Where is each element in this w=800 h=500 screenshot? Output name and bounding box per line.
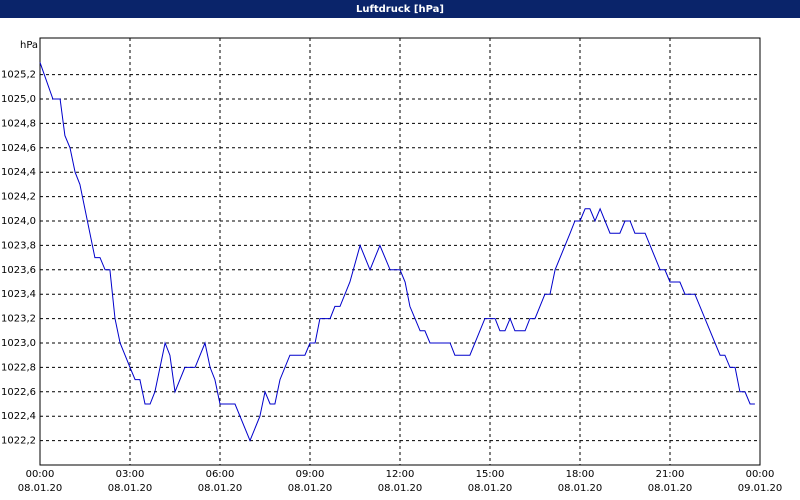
x-tick-date: 08.01.20 (378, 483, 423, 494)
x-tick-date: 08.01.20 (288, 483, 333, 494)
x-tick-date: 08.01.20 (558, 483, 603, 494)
y-tick-label: 1022,2 (1, 436, 36, 447)
x-tick-date: 08.01.20 (108, 483, 153, 494)
y-tick-label: 1024,2 (1, 192, 36, 203)
y-tick-label: 1024,0 (1, 216, 36, 227)
y-tick-label: 1023,6 (1, 265, 36, 276)
line (39, 62, 755, 442)
x-tick-label: 21:00 (656, 469, 685, 480)
x-tick-date: 09.01.20 (738, 483, 783, 494)
y-tick-label: 1024,8 (1, 118, 36, 129)
y-tick-label: 1023,8 (1, 240, 36, 251)
y-tick-label: 1023,2 (1, 314, 36, 325)
plot-border (39, 37, 761, 466)
x-tick-label: 03:00 (116, 469, 145, 480)
x-tick-label: 06:00 (206, 469, 235, 480)
x-tick-date: 08.01.20 (468, 483, 513, 494)
x-tick-label: 12:00 (386, 469, 415, 480)
y-tick-label: 1022,6 (1, 387, 36, 398)
title-bar (0, 0, 800, 18)
x-tick-label: 18:00 (566, 469, 595, 480)
x-tick-label: 00:00 (26, 469, 55, 480)
x-tick-date: 08.01.20 (18, 483, 63, 494)
y-tick-label: 1022,4 (1, 411, 36, 422)
y-tick-label: 1025,0 (1, 94, 36, 105)
y-tick-label: 1023,0 (1, 338, 36, 349)
y-tick-label: 1022,8 (1, 362, 36, 373)
y-unit: hPa (20, 40, 38, 51)
x-tick-label: 00:00 (746, 469, 775, 480)
chart-title: Luftdruck [hPa] (356, 4, 444, 15)
x-tick-date: 08.01.20 (198, 483, 243, 494)
y-tick-label: 1024,6 (1, 143, 36, 154)
x-tick-label: 09:00 (296, 469, 325, 480)
y-tick-label: 1024,4 (1, 167, 36, 178)
x-tick-date: 08.01.20 (648, 483, 693, 494)
x-tick-label: 15:00 (476, 469, 505, 480)
y-tick-label: 1023,4 (1, 289, 36, 300)
y-tick-label: 1025,2 (1, 70, 36, 81)
